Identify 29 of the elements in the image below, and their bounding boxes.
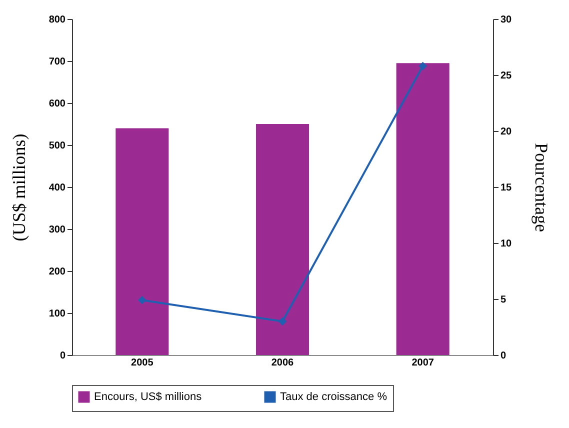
- x-tick-label: 2005: [131, 358, 154, 368]
- y-tick-label: 0: [60, 350, 66, 362]
- y2-tick-label: 10: [500, 238, 512, 250]
- bar: [256, 124, 310, 355]
- y2-axis-title: Pourcentage: [532, 143, 552, 232]
- y-tick-label: 500: [48, 140, 66, 152]
- y-tick-label: 100: [48, 308, 66, 320]
- y2-tick-label: 20: [500, 126, 512, 138]
- y-tick-label: 300: [48, 224, 66, 236]
- y2-tick-label: 5: [500, 294, 506, 306]
- y2-tick-label: 0: [500, 350, 506, 362]
- legend-label: Encours, US$ millions: [94, 391, 202, 403]
- y-tick-label: 400: [48, 182, 66, 194]
- y2-tick-label: 15: [500, 182, 512, 194]
- point: [138, 296, 146, 304]
- bar: [396, 63, 450, 355]
- y2-tick-label: 30: [500, 14, 512, 26]
- y-tick-label: 200: [48, 266, 66, 278]
- x-tick-label: 2007: [412, 358, 434, 368]
- y-tick-label: 700: [48, 56, 66, 68]
- x-tick-label: 2006: [271, 358, 294, 368]
- y-axis-title: (US$ millions): [8, 134, 29, 242]
- point: [278, 317, 287, 326]
- y2-tick-label: 25: [500, 70, 512, 82]
- y-tick-label: 600: [48, 98, 66, 110]
- legend-label: Taux de croissance %: [280, 391, 388, 403]
- bar: [116, 128, 169, 355]
- y-tick-label: 800: [48, 14, 66, 26]
- point: [418, 62, 428, 70]
